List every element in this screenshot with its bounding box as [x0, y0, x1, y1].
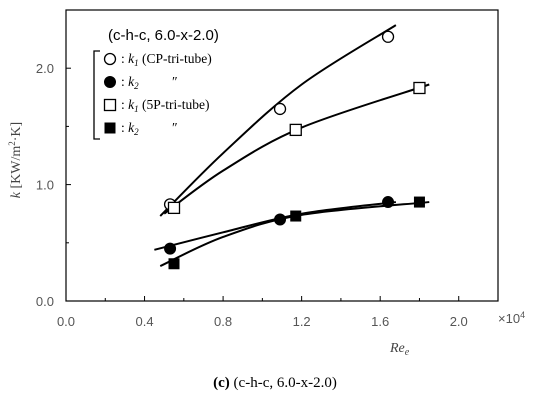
- plot-frame: [65, 9, 499, 302]
- y-tick-label: 1.0: [36, 178, 54, 193]
- data-point: [273, 102, 287, 116]
- legend-marker: [104, 76, 116, 88]
- chart: 0.0 0.4 0.8 1.2 1.6 2.0 0.0 1.0 2.0 (c-h-c, 6.0-…: [7, 9, 525, 358]
- data-point: [164, 242, 177, 255]
- caption-label: (c): [213, 375, 230, 391]
- data-markers: [163, 30, 426, 270]
- x-axis-label: Ree: [389, 341, 410, 358]
- fit-curve: [163, 83, 430, 215]
- legend-label: : k1 (5P-tri-tube): [121, 97, 210, 114]
- figure-caption: (c) (c-h-c, 6.0-x-2.0): [0, 375, 550, 392]
- x-tick-label: 0.4: [136, 314, 154, 329]
- caption-text: (c-h-c, 6.0-x-2.0): [233, 375, 337, 391]
- data-point: [413, 196, 425, 208]
- x-tick-label: 1.2: [293, 314, 311, 329]
- fit-curves: [154, 24, 430, 267]
- data-point: [381, 30, 395, 43]
- tick-labels: 0.0 0.4 0.8 1.2 1.6 2.0 0.0 1.0 2.0: [36, 61, 468, 329]
- x-tick-label: 0.8: [214, 314, 232, 329]
- x-tick-label: 0.0: [57, 314, 75, 329]
- legend-label: : k2 ″: [121, 120, 178, 137]
- inset-title: (c-h-c, 6.0-x-2.0): [108, 27, 219, 44]
- fit-curve: [159, 24, 397, 217]
- axis-ticks: [65, 67, 499, 302]
- data-point: [290, 210, 302, 222]
- x-tick-label: 1.6: [371, 314, 389, 329]
- legend-label: : k2 ″: [121, 74, 178, 91]
- legend-marker: [103, 98, 117, 112]
- data-point: [289, 123, 302, 137]
- x-tick-label: 2.0: [450, 314, 468, 329]
- data-point: [413, 81, 426, 95]
- data-point: [274, 213, 287, 226]
- legend-marker: [103, 52, 117, 66]
- legend-bracket: [93, 50, 100, 140]
- plot-border: [65, 9, 499, 302]
- legend-label: : k1 (CP-tri-tube): [121, 51, 212, 68]
- data-point: [167, 201, 181, 215]
- svg-text:k [KW/m2·K]: k [KW/m2·K]: [7, 122, 24, 198]
- legend: : k1 (CP-tri-tube) : k2 ″ : k1 (5P-tri-tube…: [93, 50, 212, 140]
- y-axis-label: k [KW/m2·K]: [7, 122, 24, 198]
- data-point: [168, 258, 180, 270]
- y-tick-label: 0.0: [36, 294, 54, 309]
- legend-marker: [104, 122, 116, 134]
- y-axis-label-k: k: [9, 191, 24, 198]
- fit-curve: [159, 201, 430, 267]
- y-tick-label: 2.0: [36, 61, 54, 76]
- data-point: [382, 196, 395, 209]
- x-multiplier: ×104: [498, 310, 525, 326]
- fit-curve: [154, 201, 397, 251]
